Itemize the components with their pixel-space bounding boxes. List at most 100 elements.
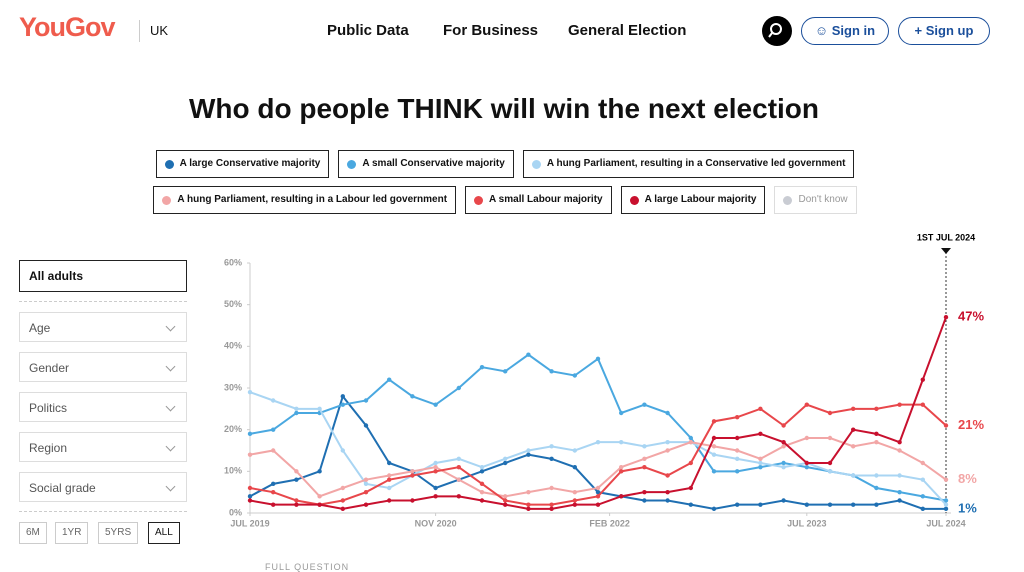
data-point — [433, 494, 438, 499]
data-point — [595, 494, 601, 499]
legend-item[interactable]: A hung Parliament, resulting in a Labour… — [153, 186, 457, 214]
data-point — [642, 464, 647, 470]
data-point — [479, 364, 485, 370]
sign-in-button[interactable]: ☺ Sign in — [801, 17, 889, 45]
data-point — [271, 489, 276, 495]
data-point — [294, 498, 299, 503]
data-point — [479, 464, 485, 470]
logo[interactable]: YouGov — [19, 12, 116, 42]
data-point — [619, 410, 624, 416]
full-question-link[interactable]: FULL QUESTION — [265, 562, 350, 572]
legend-dot — [347, 159, 357, 169]
data-point — [433, 485, 438, 491]
data-point — [479, 481, 485, 487]
dropdown[interactable]: Social grade — [19, 472, 187, 502]
x-tick-label: FEB 2022 — [589, 518, 630, 528]
data-point — [897, 489, 902, 495]
data-point — [247, 485, 253, 491]
series-line — [249, 353, 947, 502]
data-point — [920, 494, 925, 499]
data-point — [851, 502, 856, 507]
data-point — [619, 439, 624, 445]
data-point — [247, 494, 253, 499]
data-point — [920, 460, 925, 466]
x-tick-label: JUL 2019 — [230, 518, 269, 528]
data-point — [479, 489, 485, 495]
data-point — [781, 444, 786, 449]
legend-item[interactable]: A large Conservative majority — [155, 150, 330, 178]
data-point — [363, 481, 369, 487]
separator — [19, 511, 187, 512]
data-point — [642, 444, 647, 449]
legend-label: A large Conservative majority — [179, 158, 321, 169]
dropdown[interactable]: Gender — [19, 352, 187, 382]
range-button[interactable]: 5YRS — [98, 522, 139, 544]
data-point — [595, 489, 601, 495]
legend: A large Conservative majority A small Con… — [10, 150, 1000, 214]
data-point — [247, 389, 253, 395]
dropdown[interactable]: Politics — [19, 392, 187, 422]
legend-item[interactable]: A small Labour majority — [465, 186, 612, 214]
data-point — [363, 502, 369, 507]
range-button[interactable]: 1YR — [55, 522, 89, 544]
region[interactable]: UK — [150, 23, 169, 38]
data-point — [294, 477, 299, 482]
data-point — [410, 394, 415, 399]
data-point — [271, 398, 276, 403]
dropdown[interactable]: Region — [19, 432, 187, 462]
data-point — [642, 402, 647, 407]
data-point — [874, 406, 879, 412]
data-point — [897, 448, 902, 453]
data-point — [317, 469, 322, 474]
search-button[interactable] — [762, 16, 792, 46]
y-tick-label: 0% — [229, 507, 242, 517]
nav-link[interactable]: General Election — [568, 22, 687, 39]
data-point — [247, 431, 253, 437]
data-point — [294, 502, 299, 507]
data-point — [781, 423, 786, 428]
legend-item[interactable]: A hung Parliament, resulting in a Conser… — [522, 150, 855, 178]
data-point — [271, 481, 276, 487]
data-point — [503, 502, 508, 507]
legend-label: A hung Parliament, resulting in a Conser… — [546, 158, 846, 169]
legend-item[interactable]: A small Conservative majority — [338, 150, 514, 178]
data-point — [897, 473, 902, 478]
legend-item[interactable]: A large Labour majority — [620, 186, 766, 214]
data-point — [642, 456, 647, 462]
audience-select[interactable]: All adults — [19, 260, 187, 292]
range-button[interactable]: ALL — [148, 522, 180, 544]
range-button[interactable]: 6M — [19, 522, 47, 544]
data-point — [433, 469, 438, 474]
data-point — [665, 448, 670, 453]
end-label: 1% — [958, 500, 977, 515]
data-point — [781, 439, 786, 445]
data-point — [387, 377, 392, 382]
data-point — [572, 498, 577, 503]
x-tick-label: JUL 2023 — [787, 518, 826, 528]
nav-link[interactable]: For Business — [443, 22, 539, 39]
sign-up-button[interactable]: + Sign up — [898, 17, 990, 45]
data-point — [851, 406, 856, 412]
dropdown[interactable]: Age — [19, 312, 187, 342]
legend-label: A small Conservative majority — [362, 158, 505, 169]
legend-dot — [164, 159, 174, 169]
data-point — [688, 485, 693, 491]
data-point — [572, 373, 577, 378]
page-title: Who do people THINK will win the next el… — [188, 93, 819, 124]
data-point — [943, 498, 949, 503]
legend-item[interactable]: Don't know — [774, 186, 857, 214]
data-point — [688, 502, 693, 507]
data-point — [920, 477, 925, 482]
data-point — [804, 402, 809, 407]
data-point — [363, 423, 369, 428]
nav-link[interactable]: Public Data — [327, 22, 409, 39]
legend-dot — [629, 195, 639, 205]
data-point — [711, 469, 717, 474]
data-point — [503, 369, 508, 374]
data-point — [688, 439, 693, 445]
data-point — [804, 460, 809, 466]
data-point — [479, 498, 485, 503]
data-point — [758, 456, 763, 462]
